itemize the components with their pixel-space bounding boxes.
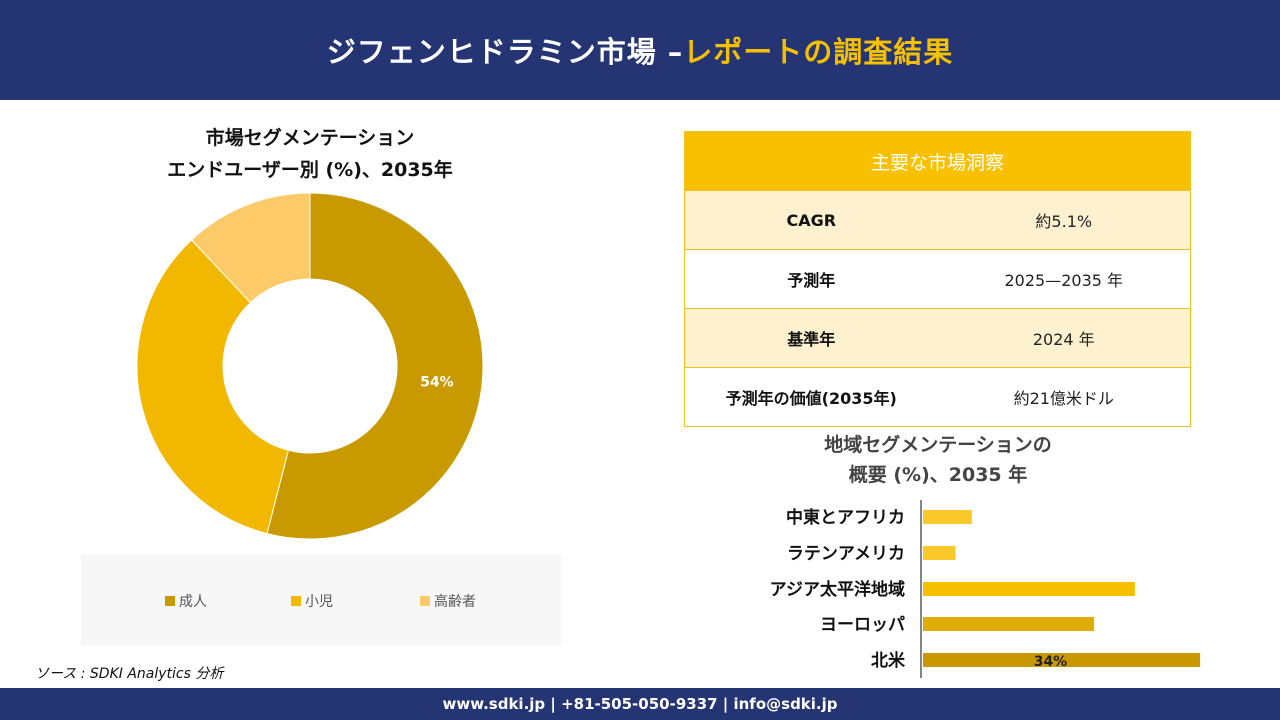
insight-value: 2024 年	[1032, 330, 1095, 349]
insight-value: 約21億米ドル	[1013, 389, 1114, 408]
legend-item: 成人	[165, 591, 207, 611]
region-bar	[923, 510, 972, 524]
bar-category-label: ヨーロッパ	[820, 615, 905, 635]
legend-label: 成人	[179, 594, 207, 610]
legend-swatch	[291, 596, 301, 606]
page-title-accent: レポートの調査結果	[683, 35, 954, 69]
insight-row: CAGR 約5.1%	[685, 190, 1190, 249]
market-insights-table: 主要な市場洞察 CAGR 約5.1% 予測年 2025—2035 年 基準年 2…	[684, 131, 1191, 427]
legend-swatch	[420, 596, 430, 606]
donut-chart-title: 市場セグメンテーション エンドユーザー別 (%)、2035年	[150, 122, 470, 186]
source-note: ソース : SDKI Analytics 分析	[35, 666, 224, 682]
bar-category-label: アジア太平洋地域	[770, 579, 905, 600]
donut-slice	[136, 239, 289, 535]
bar-data-label: 34%	[1034, 654, 1068, 670]
bar-chart-title: 地域セグメンテーションの 概要 (%)、2035 年	[778, 430, 1098, 490]
bar-category-label: ラテンアメリカ	[787, 544, 905, 564]
insight-value: 約5.1%	[1035, 212, 1093, 231]
bar-title-line1: 地域セグメンテーションの	[824, 434, 1052, 456]
donut-slice	[266, 192, 484, 540]
header-bar: ジフェンヒドラミン市場 – レポートの調査結果	[0, 0, 1280, 100]
page-title: ジフェンヒドラミン市場 –	[326, 35, 684, 69]
donut-slice	[190, 192, 311, 304]
legend-item: 小児	[291, 591, 333, 611]
bar-title-line2: 概要 (%)、2035 年	[848, 464, 1028, 486]
insight-label: CAGR	[786, 210, 837, 230]
bar-category-label: 北米	[871, 650, 906, 671]
region-bar	[923, 546, 956, 560]
insight-value: 2025—2035 年	[1004, 271, 1124, 290]
insight-label: 予測年	[787, 271, 836, 290]
legend-label: 小児	[305, 594, 333, 610]
legend-swatch	[165, 596, 175, 606]
insight-row: 予測年 2025—2035 年	[685, 249, 1190, 308]
donut-chart: 54%	[136, 192, 484, 540]
insight-row: 基準年 2024 年	[685, 308, 1190, 367]
donut-title-line2: エンドユーザー別 (%)、2035年	[167, 159, 453, 181]
region-bar	[923, 617, 1095, 631]
region-bar	[923, 582, 1135, 596]
donut-data-label: 54%	[420, 374, 454, 390]
donut-legend: 成人 小児 高齢者	[81, 555, 561, 645]
bar-category-label: 中東とアフリカ	[786, 507, 905, 528]
footer-contact: www.sdki.jp | +81-505-050-9337 | info@sd…	[0, 688, 1280, 720]
insight-label: 基準年	[787, 330, 836, 349]
insight-label: 予測年の価値(2035年)	[725, 389, 897, 408]
insight-row: 予測年の価値(2035年) 約21億米ドル	[685, 367, 1190, 426]
legend-item: 高齢者	[420, 591, 476, 611]
donut-title-line1: 市場セグメンテーション	[205, 127, 415, 149]
region-bar	[923, 653, 1201, 667]
insights-heading: 主要な市場洞察	[685, 132, 1190, 190]
legend-label: 高齢者	[434, 594, 476, 610]
